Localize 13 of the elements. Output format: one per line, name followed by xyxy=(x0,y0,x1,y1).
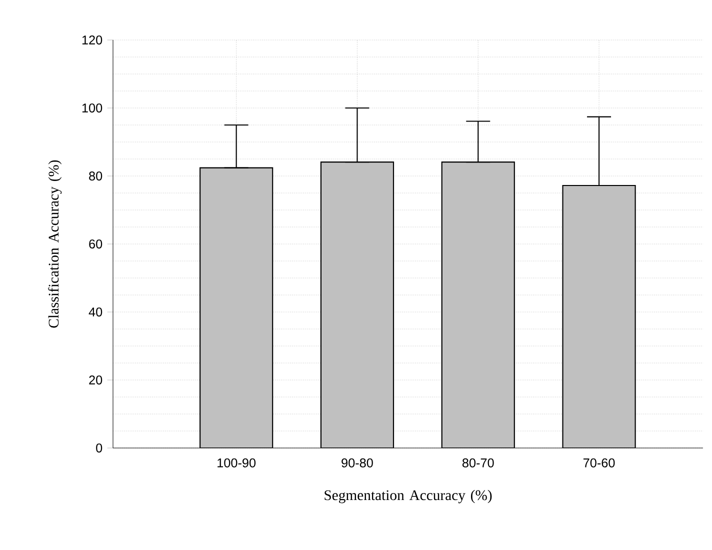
x-tick-label: 100-90 xyxy=(218,458,256,468)
y-axis-title: Classification Accuracy (%) xyxy=(48,160,62,328)
y-tick-label: 0 xyxy=(96,444,102,452)
x-tick-label: 90-80 xyxy=(342,458,373,468)
y-tick-label: 40 xyxy=(88,308,102,316)
y-tick-label: 20 xyxy=(89,376,102,384)
x-tick-label: 80-70 xyxy=(462,458,494,468)
y-tick-label: 120 xyxy=(82,36,102,44)
x-tick-label: 70-60 xyxy=(583,458,615,468)
x-axis-title: Segmentation Accuracy (%) xyxy=(324,490,492,504)
y-tick-label: 80 xyxy=(89,172,102,180)
y-tick-label: 60 xyxy=(89,240,102,248)
y-tick-label: 100 xyxy=(82,104,102,112)
